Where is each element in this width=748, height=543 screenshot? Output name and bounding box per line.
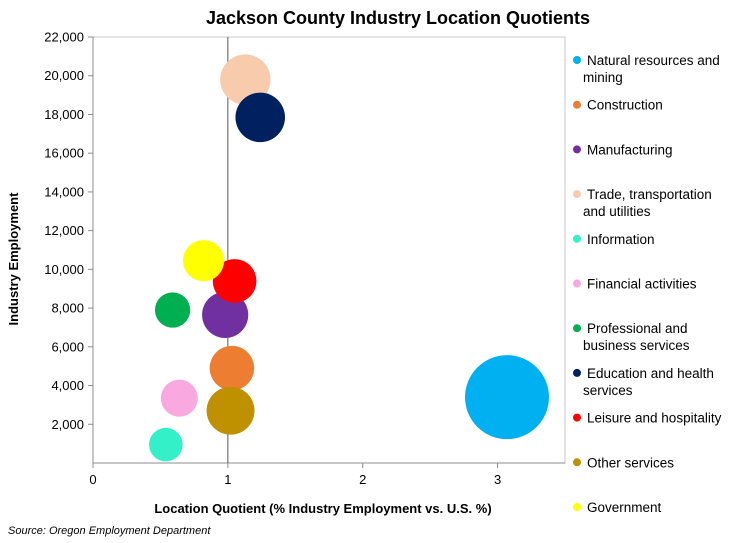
legend-marker — [573, 458, 581, 467]
y-tick-label: 16,000 — [44, 146, 84, 161]
legend-item-other-services: Other services — [573, 455, 674, 470]
legend: Natural resources and mining Construction M… — [573, 53, 722, 515]
bubble-information — [149, 427, 183, 462]
x-tick-label: 3 — [494, 472, 501, 487]
legend-label: Professional and business services — [583, 321, 690, 353]
y-tick-labels: 2,000 4,000 6,000 8,000 10,000 12,000 14,000 16… — [44, 30, 84, 432]
legend-item-construction: Construction — [573, 98, 663, 113]
legend-item-information: Information — [573, 232, 655, 247]
y-tick-label: 20,000 — [44, 68, 84, 83]
y-tick-label: 2,000 — [51, 417, 84, 432]
legend-label: Construction — [587, 98, 663, 113]
legend-marker — [573, 56, 581, 64]
legend-label: Education and health services — [583, 366, 714, 398]
x-axis-title: Location Quotient (% Industry Employment… — [154, 501, 491, 516]
x-tick-label: 2 — [359, 472, 366, 487]
bubble-natural-resources-and-mining — [465, 355, 550, 440]
bubble-leisure-and-hospitality — [212, 259, 257, 303]
y-tick-label: 4,000 — [51, 378, 84, 393]
legend-item-natural-resources-and-mining: Natural resources and mining — [573, 53, 720, 85]
legend-item-leisure-and-hospitality: Leisure and hospitality — [573, 411, 722, 426]
bubble-government — [183, 240, 225, 282]
bubbles-group — [149, 54, 550, 462]
x-tick-label: 0 — [89, 472, 96, 487]
legend-label: Manufacturing — [587, 142, 673, 157]
legend-label: Other services — [587, 455, 674, 470]
legend-label: Government — [587, 500, 662, 515]
legend-item-education-and-health-services: Education and health services — [573, 366, 714, 398]
y-axis-title: Industry Employment — [6, 192, 21, 326]
legend-item-professional-and-business-services: Professional and business services — [573, 321, 690, 353]
legend-label: Information — [587, 232, 655, 247]
legend-marker — [573, 324, 581, 333]
legend-marker — [573, 190, 581, 199]
bubble-construction — [209, 345, 255, 391]
legend-label: Trade, transportation and utilities — [583, 187, 712, 219]
bubble-trade-transportation-and-utilities — [220, 54, 271, 105]
legend-marker — [573, 413, 581, 422]
legend-item-trade-transportation-and-utilities: Trade, transportation and utilities — [573, 187, 712, 219]
y-tick-label: 6,000 — [51, 339, 84, 354]
y-tick-label: 12,000 — [44, 223, 84, 238]
legend-marker — [573, 279, 581, 288]
bubble-financial-activities — [160, 379, 198, 417]
y-tick-label: 18,000 — [44, 107, 84, 122]
legend-item-manufacturing: Manufacturing — [573, 142, 673, 157]
x-tick-labels: 0 1 2 3 — [89, 472, 501, 487]
legend-marker — [573, 503, 581, 511]
legend-label: Natural resources and mining — [583, 53, 720, 85]
bubble-manufacturing — [202, 291, 249, 338]
legend-label: Financial activities — [587, 277, 697, 292]
x-tick-label: 1 — [224, 472, 231, 487]
legend-marker — [573, 368, 581, 377]
legend-item-financial-activities: Financial activities — [573, 277, 697, 292]
legend-marker — [573, 145, 581, 154]
axes-group — [88, 36, 566, 468]
legend-marker — [573, 100, 581, 109]
bubble-other-services — [206, 386, 255, 435]
y-tick-label: 10,000 — [44, 262, 84, 277]
legend-marker — [573, 234, 581, 243]
legend-label: Leisure and hospitality — [587, 411, 722, 426]
chart-title: Jackson County Industry Location Quotien… — [206, 8, 590, 28]
y-tick-label: 14,000 — [44, 184, 84, 199]
legend-item-government: Government — [573, 500, 662, 515]
y-tick-label: 8,000 — [51, 301, 84, 316]
bubble-professional-and-business-services — [154, 292, 191, 328]
bubble-education-and-health-services — [235, 92, 286, 143]
source-note: Source: Oregon Employment Department — [8, 525, 211, 537]
y-tick-label: 22,000 — [44, 30, 84, 45]
